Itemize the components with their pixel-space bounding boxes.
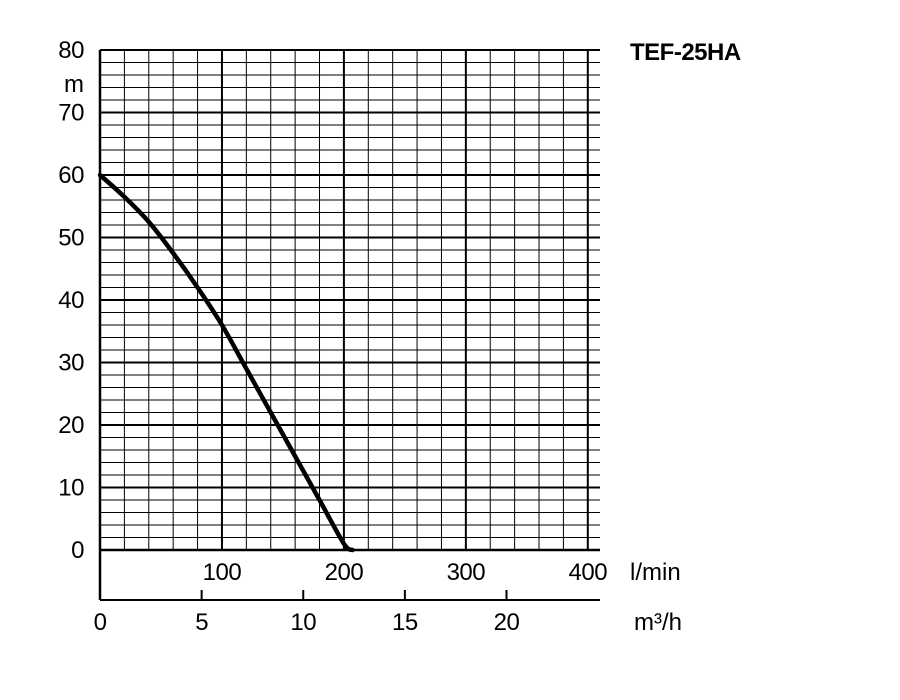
y-tick-label: 50 — [58, 225, 84, 252]
x-axis-primary-unit-label: l/min — [630, 559, 681, 586]
y-tick-label: 80 — [58, 37, 84, 64]
tick-labels: 0 10 20 30 40 50 60 70 80 100 200 300 400 0 5 10 15 20 — [58, 37, 607, 636]
head-curve-line — [97, 172, 355, 553]
x-tick-label-secondary: 15 — [392, 609, 418, 636]
y-tick-label: 40 — [58, 287, 84, 314]
x-tick-label-primary: 100 — [203, 559, 242, 586]
major-gridlines — [100, 50, 600, 550]
y-tick-label: 0 — [71, 537, 84, 564]
y-tick-label: 70 — [58, 100, 84, 127]
y-tick-label: 20 — [58, 412, 84, 439]
minor-gridlines — [100, 50, 600, 550]
x-tick-label-secondary: 0 — [94, 609, 107, 636]
x-tick-label-secondary: 5 — [195, 609, 208, 636]
chart-title: TEF-25HA — [630, 39, 741, 66]
x-tick-label-secondary: 20 — [494, 609, 520, 636]
head-curve-series — [97, 172, 355, 553]
y-tick-label: 10 — [58, 475, 84, 502]
x-axis-secondary-unit-label: m³/h — [634, 609, 682, 636]
plot-frame — [98, 49, 600, 601]
x-tick-label-primary: 300 — [447, 559, 486, 586]
y-axis-unit-label: m — [64, 71, 84, 98]
x-tick-label-primary: 400 — [569, 559, 608, 586]
x-tick-label-primary: 200 — [325, 559, 364, 586]
y-tick-label: 30 — [58, 350, 84, 377]
x-tick-label-secondary: 10 — [290, 609, 316, 636]
y-tick-label: 60 — [58, 162, 84, 189]
